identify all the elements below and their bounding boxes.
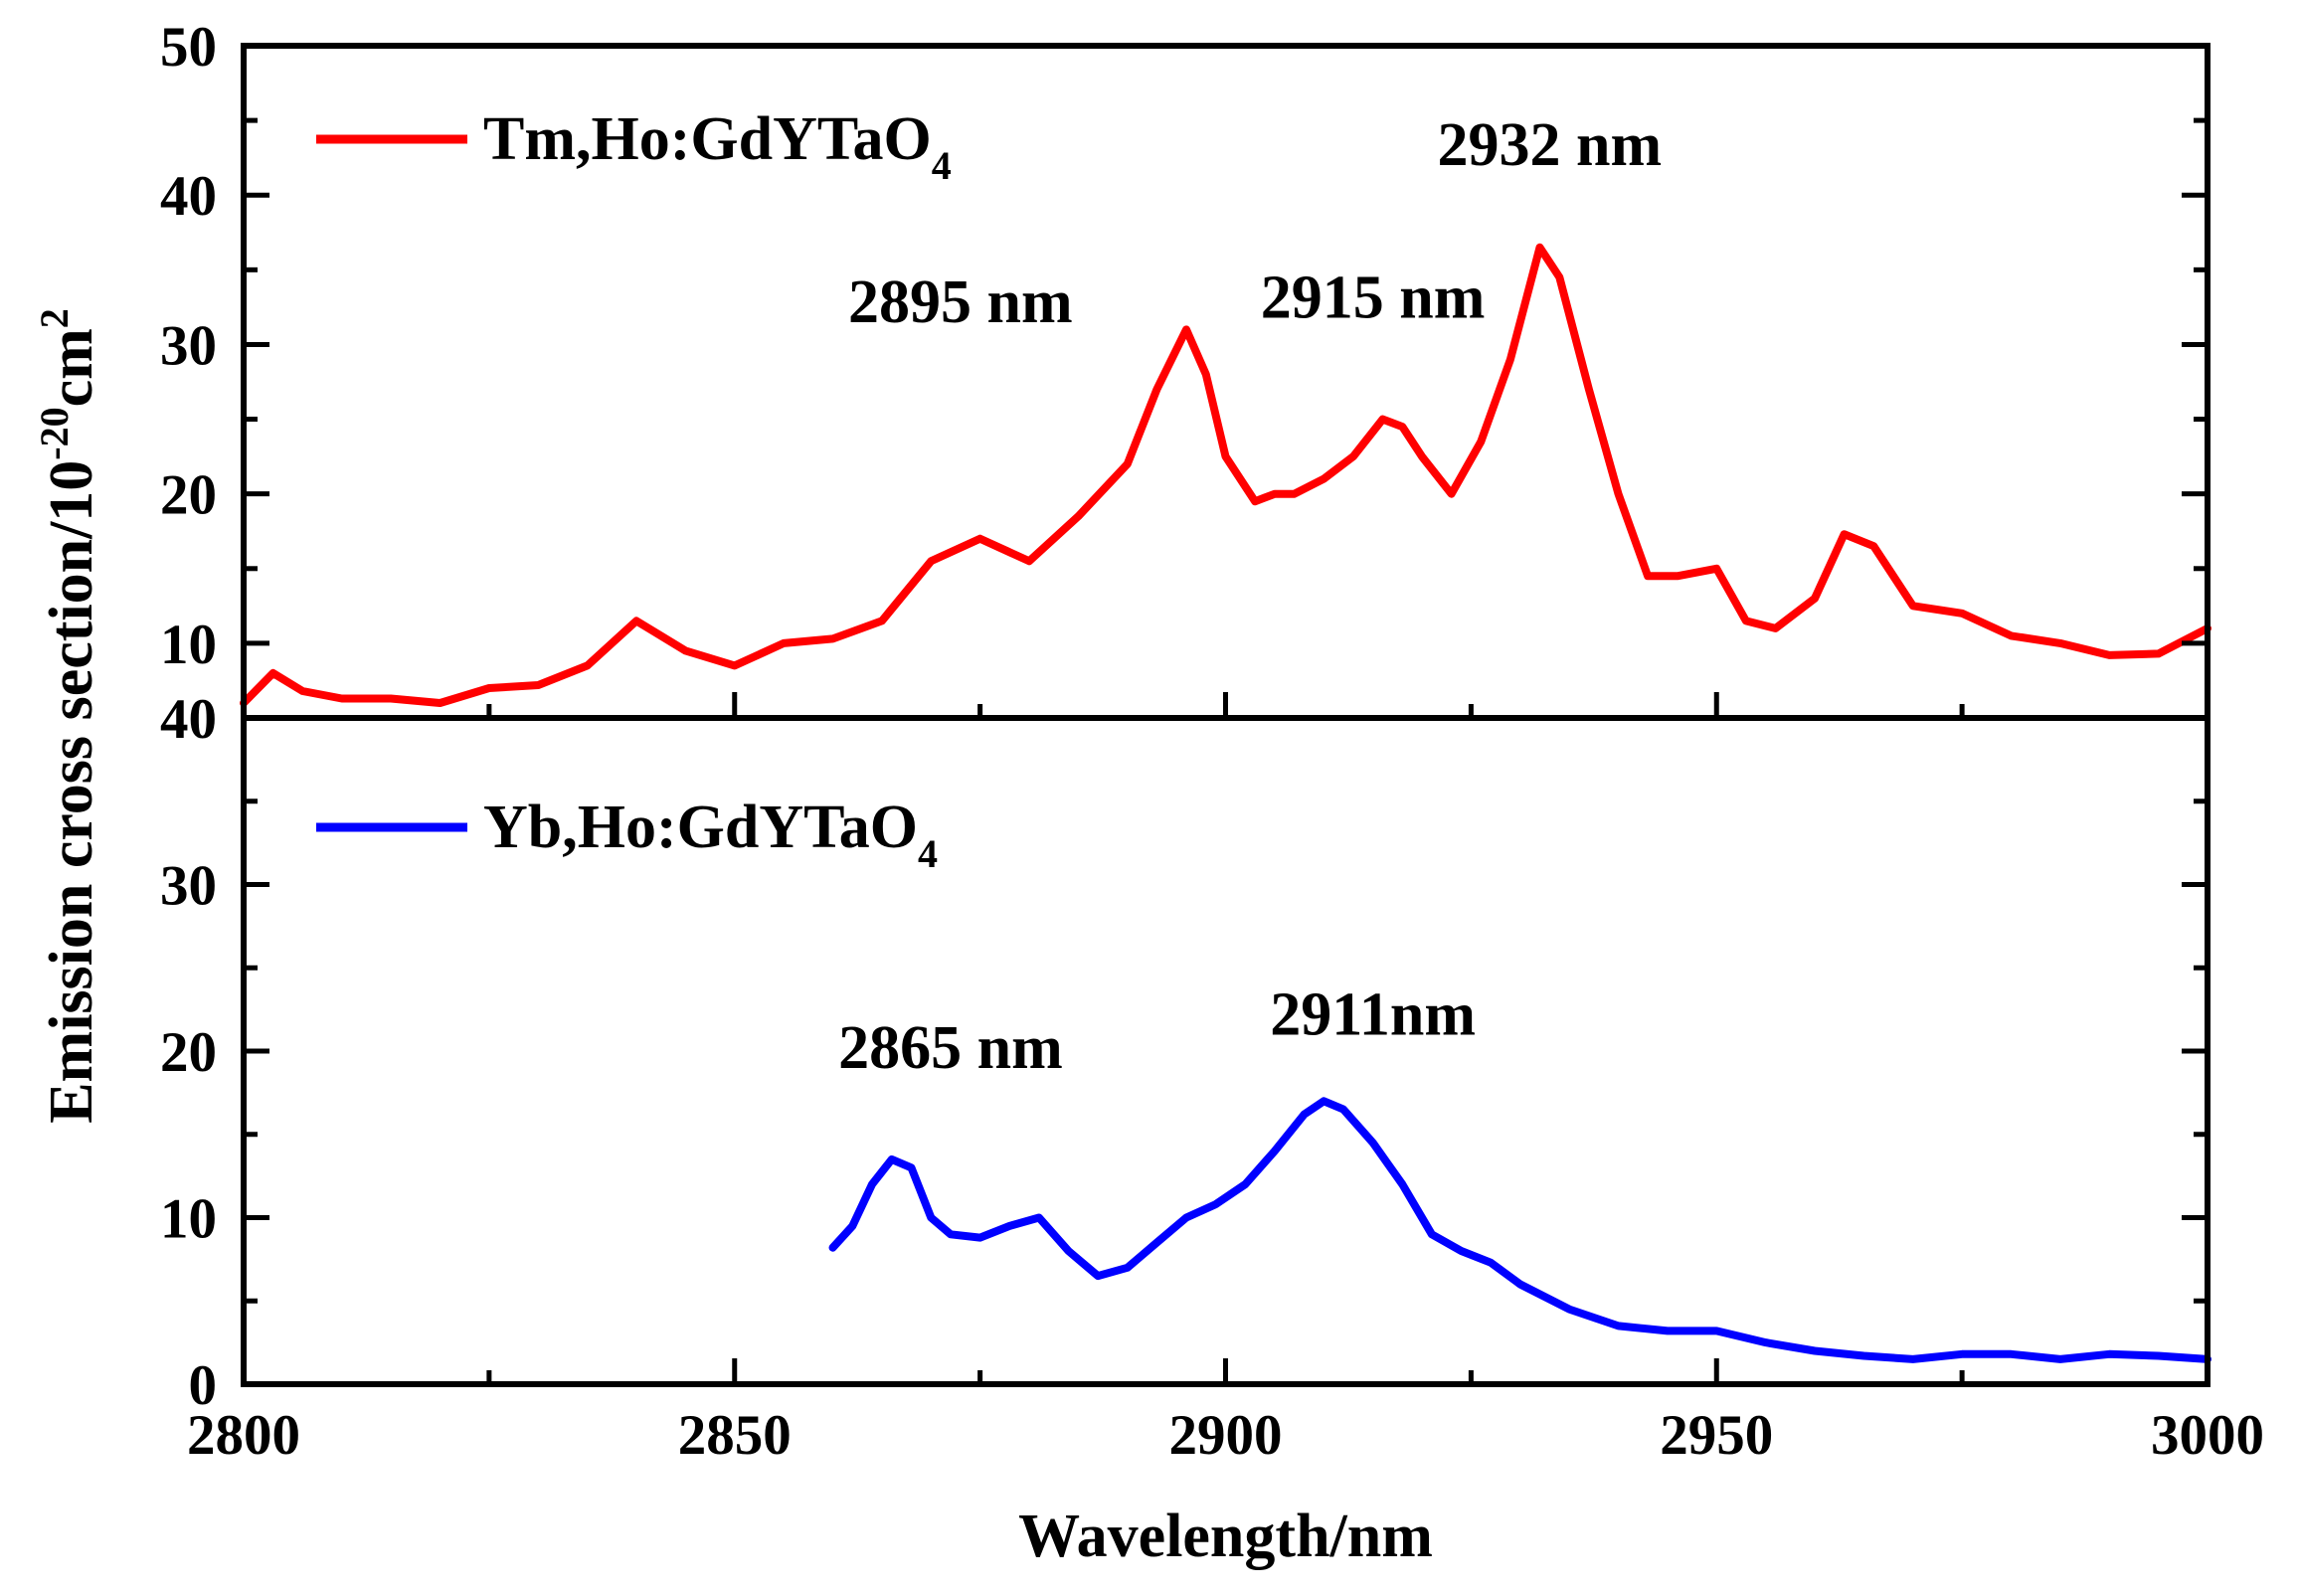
- y-tick-label: 40: [160, 165, 217, 228]
- peak-annotation: 2915 nm: [1261, 264, 1486, 331]
- x-tick-label: 3000: [2151, 1404, 2264, 1467]
- y-tick-label: 10: [160, 1188, 217, 1251]
- legend-label: Tm,Ho:GdYTaO4: [483, 105, 952, 188]
- peak-annotation: 2895 nm: [848, 268, 1073, 336]
- y-tick-label: 0: [189, 1354, 218, 1417]
- x-tick-label: 2900: [1169, 1404, 1283, 1467]
- plot-area: [240, 243, 2211, 1363]
- peak-annotation: 2865 nm: [838, 1014, 1063, 1082]
- x-tick-label: 2950: [1660, 1404, 1773, 1467]
- y-tick-label: 30: [160, 855, 217, 918]
- peak-annotation: 2911nm: [1270, 980, 1476, 1048]
- labels: 10 20 30 40 50 Tm,Ho:GdYTaO4 2895 nm 2915 nm 293…: [32, 16, 2264, 1570]
- y-tick-label: 50: [160, 16, 217, 79]
- y-tick-label: 10: [160, 614, 217, 676]
- y-tick-label: 20: [160, 1021, 217, 1084]
- x-tick-label: 2800: [187, 1404, 300, 1467]
- y-tick-label: 30: [160, 314, 217, 377]
- peak-annotation: 2932 nm: [1438, 111, 1663, 179]
- series-line-tm-ho: [240, 243, 2211, 707]
- x-tick-label: 2850: [678, 1404, 792, 1467]
- x-axis-title: Wavelength/nm: [1018, 1503, 1433, 1570]
- axes: [241, 43, 2210, 1387]
- legend-label: Yb,Ho:GdYTaO4: [483, 794, 938, 876]
- series-line-yb-ho: [828, 1097, 2211, 1363]
- y-tick-label: 40: [160, 688, 217, 751]
- y-axis-title: Emission cross section/10-20cm2: [32, 308, 105, 1124]
- y-tick-label: 20: [160, 464, 217, 527]
